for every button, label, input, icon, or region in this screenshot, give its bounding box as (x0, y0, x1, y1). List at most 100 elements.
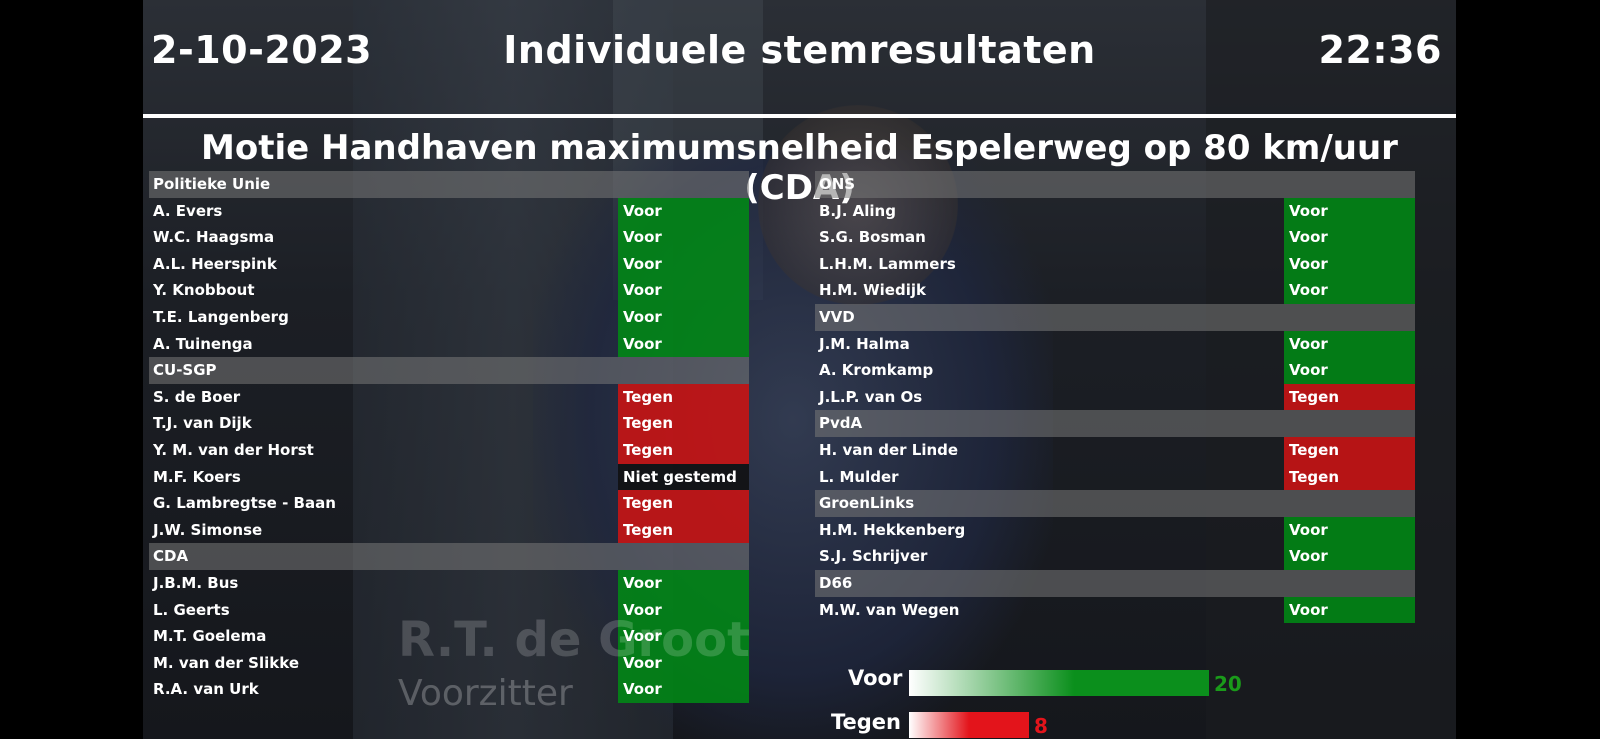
member-name: A. Tuinenga (153, 334, 253, 353)
member-vote-row: J.L.P. van Os Tegen (815, 383, 1415, 411)
member-name: L. Mulder (819, 467, 899, 486)
party-name: D66 (819, 573, 853, 592)
member-name: T.J. van Dijk (153, 414, 252, 433)
vote-label: Tegen (623, 494, 674, 513)
party-header-row: Politieke Unie (149, 171, 749, 198)
member-vote-row: J.W. Simonse Tegen (149, 516, 749, 544)
results-column-left: Politieke Unie A. Evers Voor W.C. Haagsma Vo… (149, 171, 749, 703)
party-name: CDA (153, 547, 189, 566)
vote-cell-voor: Voor (618, 330, 749, 358)
member-vote-row: G. Lambregtse - Baan Tegen (149, 490, 749, 517)
vote-cell-voor: Voor (1284, 224, 1415, 251)
member-vote-row: A. Tuinenga Voor (149, 330, 749, 358)
party-header-row: CU-SGP (149, 357, 749, 384)
member-name: A. Kromkamp (819, 361, 934, 380)
vote-cell-voor: Voor (618, 250, 749, 278)
member-name: R.A. van Urk (153, 680, 259, 699)
member-vote-row: S.J. Schrijver Voor (815, 543, 1415, 570)
vote-label: Voor (623, 254, 662, 273)
member-name: J.B.M. Bus (153, 573, 239, 592)
vote-label: Voor (1289, 600, 1328, 619)
vote-label: Tegen (623, 520, 674, 539)
date-display: 2-10-2023 (151, 28, 373, 72)
member-vote-row: M.W. van Wegen Voor (815, 596, 1415, 624)
member-name: L.H.M. Lammers (819, 254, 956, 273)
vote-cell-voor: Voor (618, 596, 749, 624)
member-name: T.E. Langenberg (153, 307, 289, 326)
party-header-row: GroenLinks (815, 490, 1415, 517)
chair-name-watermark: R.T. de Groot (398, 612, 751, 668)
member-name: L. Geerts (153, 600, 230, 619)
vote-label: Voor (623, 201, 662, 220)
vote-label: Niet gestemd (623, 467, 737, 486)
vote-label: Voor (1289, 281, 1328, 300)
party-header-row: VVD (815, 303, 1415, 331)
vote-cell-tegen: Tegen (1284, 463, 1415, 491)
member-vote-row: S.G. Bosman Voor (815, 224, 1415, 251)
member-vote-row: B.J. Aling Voor (815, 197, 1415, 225)
member-name: A. Evers (153, 201, 223, 220)
member-vote-row: L. Geerts Voor (149, 596, 749, 624)
time-display: 22:36 (1318, 28, 1442, 72)
tegen-tally-bar (909, 712, 1029, 738)
voor-tally-bar (909, 670, 1209, 696)
vote-cell-tegen: Tegen (1284, 436, 1415, 464)
member-name: J.M. Halma (819, 334, 910, 353)
vote-label: Voor (623, 680, 662, 699)
member-vote-row: A. Kromkamp Voor (815, 357, 1415, 384)
member-name: M. van der Slikke (153, 653, 299, 672)
party-header-row: CDA (149, 543, 749, 570)
member-vote-row: T.E. Langenberg Voor (149, 303, 749, 331)
vote-label: Voor (1289, 520, 1328, 539)
vote-cell-voor: Voor (1284, 250, 1415, 278)
member-vote-row: H.M. Hekkenberg Voor (815, 516, 1415, 544)
vote-label: Voor (623, 573, 662, 592)
member-name: S.G. Bosman (819, 228, 926, 247)
vote-label: Tegen (1289, 467, 1340, 486)
vote-cell-voor: Voor (618, 224, 749, 251)
member-vote-row: Y. Knobbout Voor (149, 277, 749, 304)
member-name: Y. M. van der Horst (153, 440, 314, 459)
vote-label: Voor (623, 653, 662, 672)
member-vote-row: W.C. Haagsma Voor (149, 224, 749, 251)
member-vote-row: M.T. Goelema Voor (149, 623, 749, 650)
member-name: S. de Boer (153, 387, 241, 406)
vote-cell-voor: Voor (618, 303, 749, 331)
vote-cell-voor: Voor (1284, 277, 1415, 304)
vote-label: Tegen (1289, 387, 1340, 406)
vote-cell-voor: Voor (1284, 330, 1415, 358)
vote-cell-voor: Voor (618, 676, 749, 703)
vote-label: Voor (623, 334, 662, 353)
party-header-row: D66 (815, 569, 1415, 597)
member-name: J.W. Simonse (153, 520, 263, 539)
vote-label: Voor (1289, 334, 1328, 353)
member-name: H. van der Linde (819, 440, 959, 459)
member-vote-row: H. van der Linde Tegen (815, 436, 1415, 464)
vote-label: Voor (623, 600, 662, 619)
member-vote-row: T.J. van Dijk Tegen (149, 410, 749, 437)
vote-cell-niet: Niet gestemd (618, 463, 749, 491)
member-name: A.L. Heerspink (153, 254, 277, 273)
party-name: ONS (819, 175, 856, 193)
motion-title: Motie Handhaven maximumsnelheid Espelerw… (201, 128, 1398, 208)
vote-cell-tegen: Tegen (618, 436, 749, 464)
member-vote-row: A.L. Heerspink Voor (149, 250, 749, 278)
tegen-tally-label: Tegen (831, 710, 902, 734)
member-name: J.L.P. van Os (819, 387, 923, 406)
party-name: GroenLinks (819, 494, 915, 513)
member-name: Y. Knobbout (153, 281, 255, 300)
member-name: W.C. Haagsma (153, 228, 275, 247)
vote-label: Voor (1289, 254, 1328, 273)
party-header-row: ONS (815, 171, 1415, 198)
party-name: VVD (819, 307, 855, 326)
page-title: Individuele stemresultaten (503, 28, 1096, 72)
tegen-tally-count: 8 (1034, 714, 1048, 738)
member-vote-row: Y. M. van der Horst Tegen (149, 436, 749, 464)
voting-results-screen: 2-10-2023 Individuele stemresultaten 22:… (143, 0, 1456, 739)
vote-label: Tegen (623, 414, 674, 433)
vote-cell-voor: Voor (1284, 516, 1415, 544)
vote-cell-voor: Voor (1284, 197, 1415, 225)
vote-cell-voor: Voor (1284, 596, 1415, 624)
vote-label: Voor (1289, 228, 1328, 247)
member-name: M.T. Goelema (153, 627, 267, 646)
